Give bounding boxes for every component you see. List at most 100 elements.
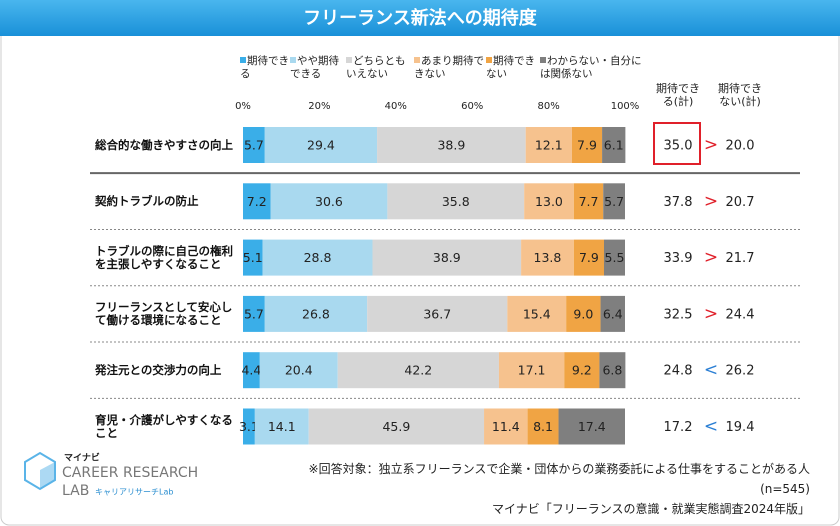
column-header: 期待できない(計)	[718, 82, 762, 108]
data-label: 36.7	[423, 306, 451, 321]
data-label: 4.4	[241, 363, 261, 378]
x-tick-label: 40%	[385, 101, 407, 112]
x-tick-label: 100%	[611, 101, 640, 112]
data-label: 7.9	[579, 250, 599, 265]
logo-title: CAREER RESEARCH	[62, 465, 198, 481]
data-label: 5.1	[243, 250, 263, 265]
bar-segment	[243, 239, 263, 276]
data-label: 26.8	[302, 306, 330, 321]
bar-segment	[564, 352, 600, 389]
data-label: 6.1	[604, 138, 624, 153]
legend-label: わからない・自分には関係ない	[540, 55, 642, 80]
category-label: 総合的な働きやすさの向上	[95, 137, 233, 152]
x-tick-label: 60%	[461, 101, 483, 112]
bar-segment	[264, 127, 378, 163]
bar-segment	[243, 127, 265, 163]
bar-segment	[387, 183, 525, 220]
data-label: 5.5	[605, 250, 625, 265]
data-label: 7.7	[579, 194, 599, 209]
bar-segment	[602, 127, 626, 163]
category-label: フリーランスとして安心して働ける環境になること	[95, 299, 233, 327]
bar-segment	[372, 239, 522, 276]
footnote: (n=545)	[760, 482, 810, 496]
bar-segment	[573, 239, 604, 276]
data-label: 15.4	[523, 306, 551, 321]
column-value: 20.0	[726, 139, 755, 154]
legend-swatch	[290, 57, 296, 63]
legend-item: やや期待できる	[290, 55, 346, 81]
x-tick-label: 0%	[235, 101, 251, 112]
comparison-symbol: <	[704, 417, 718, 437]
bar-segment	[262, 239, 373, 276]
data-label: 9.2	[572, 363, 592, 378]
column-header: 期待できる(計)	[656, 82, 700, 108]
category-label: 契約トラブルの防止	[95, 193, 199, 208]
data-label: 5.7	[244, 306, 264, 321]
column-value: 33.9	[664, 251, 693, 266]
column-value: 37.8	[664, 195, 693, 210]
bar-segment	[507, 295, 567, 332]
source: マイナビ「フリーランスの意識・就業実態調査2024年版」	[491, 502, 810, 516]
comparison-symbol: >	[704, 304, 718, 324]
data-label: 38.9	[433, 250, 461, 265]
column-value: 24.4	[726, 307, 755, 322]
data-label: 30.6	[315, 194, 343, 209]
data-label: 13.0	[535, 194, 563, 209]
column-value: 24.8	[664, 364, 693, 379]
data-label: 28.8	[304, 250, 332, 265]
data-label: 5.7	[244, 138, 264, 153]
data-label: 45.9	[382, 419, 410, 434]
comparison-symbol: >	[704, 248, 718, 268]
bar-segment	[243, 352, 260, 389]
column-value: 35.0	[664, 139, 693, 154]
bar-segment	[254, 408, 309, 445]
data-label: 7.2	[247, 194, 267, 209]
data-label: 6.8	[602, 363, 622, 378]
data-label: 17.1	[518, 363, 546, 378]
logo-lab: LAB	[62, 483, 89, 499]
bar-segment	[600, 295, 625, 332]
data-label: 7.9	[577, 138, 597, 153]
bar-segment	[527, 408, 559, 445]
data-label: 38.9	[437, 138, 465, 153]
column-value: 21.7	[726, 251, 755, 266]
legend-label: あまり期待できない	[414, 55, 484, 80]
bar-segment	[558, 408, 625, 445]
legend-item: どちらともいえない	[346, 55, 414, 81]
legend-item: 期待できる	[240, 55, 290, 81]
bar-segment	[603, 239, 625, 276]
bar-segment	[484, 408, 528, 445]
footnote: ※回答対象：独立系フリーランスで企業・団体からの業務委託による仕事をすることがあ…	[308, 462, 810, 476]
comparison-symbol: >	[704, 191, 718, 211]
title-bar	[0, 0, 840, 36]
x-tick-label: 20%	[308, 101, 330, 112]
legend-label: 期待できる	[240, 55, 289, 80]
bar-segment	[599, 352, 626, 389]
legend-swatch	[540, 57, 546, 63]
column-value: 19.4	[726, 420, 755, 435]
bar-segment	[566, 295, 601, 332]
bar-segment	[264, 295, 368, 332]
bar-segment	[243, 295, 265, 332]
logo-brand: マイナビ	[64, 452, 100, 464]
bar-segment	[243, 183, 271, 220]
data-label: 14.1	[268, 419, 296, 434]
bar-segment	[571, 127, 603, 163]
bar-segment	[259, 352, 338, 389]
data-label: 6.4	[603, 306, 623, 321]
bar-segment	[337, 352, 499, 389]
bar-segment	[525, 127, 572, 163]
comparison-symbol: <	[704, 360, 718, 380]
column-value: 32.5	[664, 307, 693, 322]
data-label: 42.2	[404, 363, 432, 378]
legend-swatch	[414, 57, 420, 63]
legend-label: 期待できない	[486, 55, 535, 80]
bar-segment	[498, 352, 565, 389]
logo-sub: キャリアリサーチLab	[95, 488, 173, 497]
bar-segment	[603, 183, 625, 220]
data-label: 9.0	[573, 306, 593, 321]
bar-segment	[573, 183, 604, 220]
data-label: 29.4	[307, 138, 335, 153]
